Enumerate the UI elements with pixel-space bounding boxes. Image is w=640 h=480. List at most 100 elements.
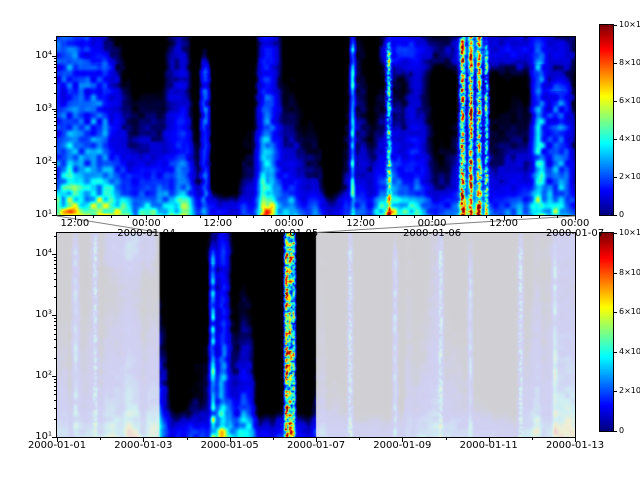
colorbar-tick-label: 4×10⁷ — [619, 134, 640, 143]
y-minor-tick — [54, 60, 56, 62]
x-minor-tick — [199, 216, 201, 218]
x-minor-tick — [92, 216, 94, 218]
x-minor-tick — [396, 216, 398, 218]
y-minor-tick — [54, 357, 56, 359]
y-tick-label: 10³ — [35, 102, 52, 114]
x-minor-tick — [235, 216, 237, 218]
y-minor-tick — [54, 328, 56, 330]
y-minor-tick — [54, 39, 56, 41]
x-major-tick — [360, 216, 362, 220]
x-tick-label: 2000-01-13 — [545, 440, 605, 451]
y-tick-label: 10⁴ — [35, 49, 52, 61]
y-minor-tick — [54, 263, 56, 265]
y-minor-tick — [54, 296, 56, 298]
y-minor-tick — [54, 389, 56, 391]
y-minor-tick — [54, 145, 56, 147]
x-major-tick — [289, 216, 291, 220]
x-tick-label: 2000-01-03 — [114, 440, 173, 451]
x-minor-tick — [531, 438, 533, 440]
y-minor-tick — [54, 260, 56, 262]
y-major-tick — [52, 376, 56, 378]
x-major-tick — [146, 216, 148, 220]
colorbar-tick — [614, 312, 617, 314]
x-date-label: 2000-01-04 — [117, 228, 176, 239]
y-minor-tick — [54, 321, 56, 323]
x-minor-tick — [110, 216, 112, 218]
colorbar-tick — [614, 233, 617, 234]
y-minor-tick — [54, 164, 56, 166]
colorbar-tick-label: 6×10⁷ — [619, 307, 640, 317]
x-minor-tick — [342, 216, 344, 218]
y-tick-label: 10³ — [35, 309, 52, 321]
x-minor-tick — [272, 438, 274, 440]
y-minor-tick — [54, 394, 56, 396]
x-minor-tick — [414, 216, 416, 218]
y-minor-tick — [54, 183, 56, 184]
x-major-tick — [503, 216, 505, 220]
y-minor-tick — [54, 257, 56, 259]
y-minor-tick — [54, 235, 56, 237]
y-minor-tick — [54, 407, 56, 409]
colorbar-tick-label: 6×10⁷ — [619, 96, 640, 105]
x-minor-tick — [359, 438, 361, 440]
y-tick-label: 10¹ — [35, 209, 52, 220]
y-tick-label: 10⁴ — [35, 248, 52, 260]
colorbar-tick-label: 10×10⁷ — [619, 228, 640, 237]
y-minor-tick — [54, 83, 56, 85]
y-major-tick — [52, 437, 56, 438]
x-minor-tick — [557, 216, 559, 218]
y-minor-tick — [54, 189, 56, 191]
colorbar-tick — [614, 272, 617, 274]
detail-colorbar-canvas — [600, 25, 613, 215]
y-minor-tick — [54, 92, 56, 94]
x-minor-tick — [378, 216, 380, 218]
x-minor-tick — [445, 438, 447, 440]
y-minor-tick — [54, 63, 56, 65]
colorbar-tick-label: 0 — [619, 210, 625, 219]
y-minor-tick — [54, 116, 56, 118]
x-tick-label: 2000-01-11 — [459, 440, 518, 451]
colorbar-tick — [614, 431, 617, 432]
y-minor-tick — [54, 400, 56, 402]
x-tick-label: 2000-01-05 — [200, 440, 259, 451]
colorbar-tick-label: 8×10⁷ — [619, 58, 640, 67]
x-minor-tick — [128, 216, 130, 218]
x-minor-tick — [100, 438, 102, 440]
colorbar-tick-label: 4×10⁷ — [619, 346, 640, 356]
x-minor-tick — [324, 216, 326, 218]
x-tick-label: 00:00 — [274, 218, 304, 229]
x-major-tick — [402, 438, 404, 442]
y-minor-tick — [54, 418, 56, 420]
y-major-tick — [52, 315, 56, 317]
x-tick-label: 12:00 — [203, 218, 233, 229]
detail-heatmap-canvas — [57, 37, 575, 215]
x-tick-label: 2000-01-01 — [27, 440, 87, 451]
x-major-tick — [575, 216, 576, 220]
y-minor-tick — [54, 272, 56, 274]
x-minor-tick — [307, 216, 309, 218]
x-tick-label: 00:00 — [131, 218, 161, 229]
colorbar-tick-label: 2×10⁷ — [619, 172, 640, 181]
y-minor-tick — [54, 278, 56, 280]
y-major-tick — [52, 108, 56, 110]
y-minor-tick — [54, 324, 56, 326]
x-minor-tick — [164, 216, 166, 218]
x-major-tick — [229, 438, 231, 442]
overview-colorbar-canvas — [600, 233, 613, 431]
x-minor-tick — [186, 438, 188, 440]
x-minor-tick — [485, 216, 487, 218]
y-major-tick — [52, 55, 56, 57]
colorbar-tick — [614, 101, 617, 102]
x-date-label: 2000-01-07 — [545, 228, 605, 239]
x-major-tick — [488, 438, 490, 442]
x-tick-label: 2000-01-07 — [286, 440, 346, 451]
colorbar-tick — [614, 351, 617, 353]
x-major-tick — [575, 438, 576, 442]
y-minor-tick — [54, 136, 56, 138]
x-minor-tick — [521, 216, 523, 218]
colorbar-tick-label: 0 — [619, 426, 625, 435]
y-minor-tick — [54, 177, 56, 179]
y-minor-tick — [54, 378, 56, 380]
y-minor-tick — [54, 317, 56, 319]
